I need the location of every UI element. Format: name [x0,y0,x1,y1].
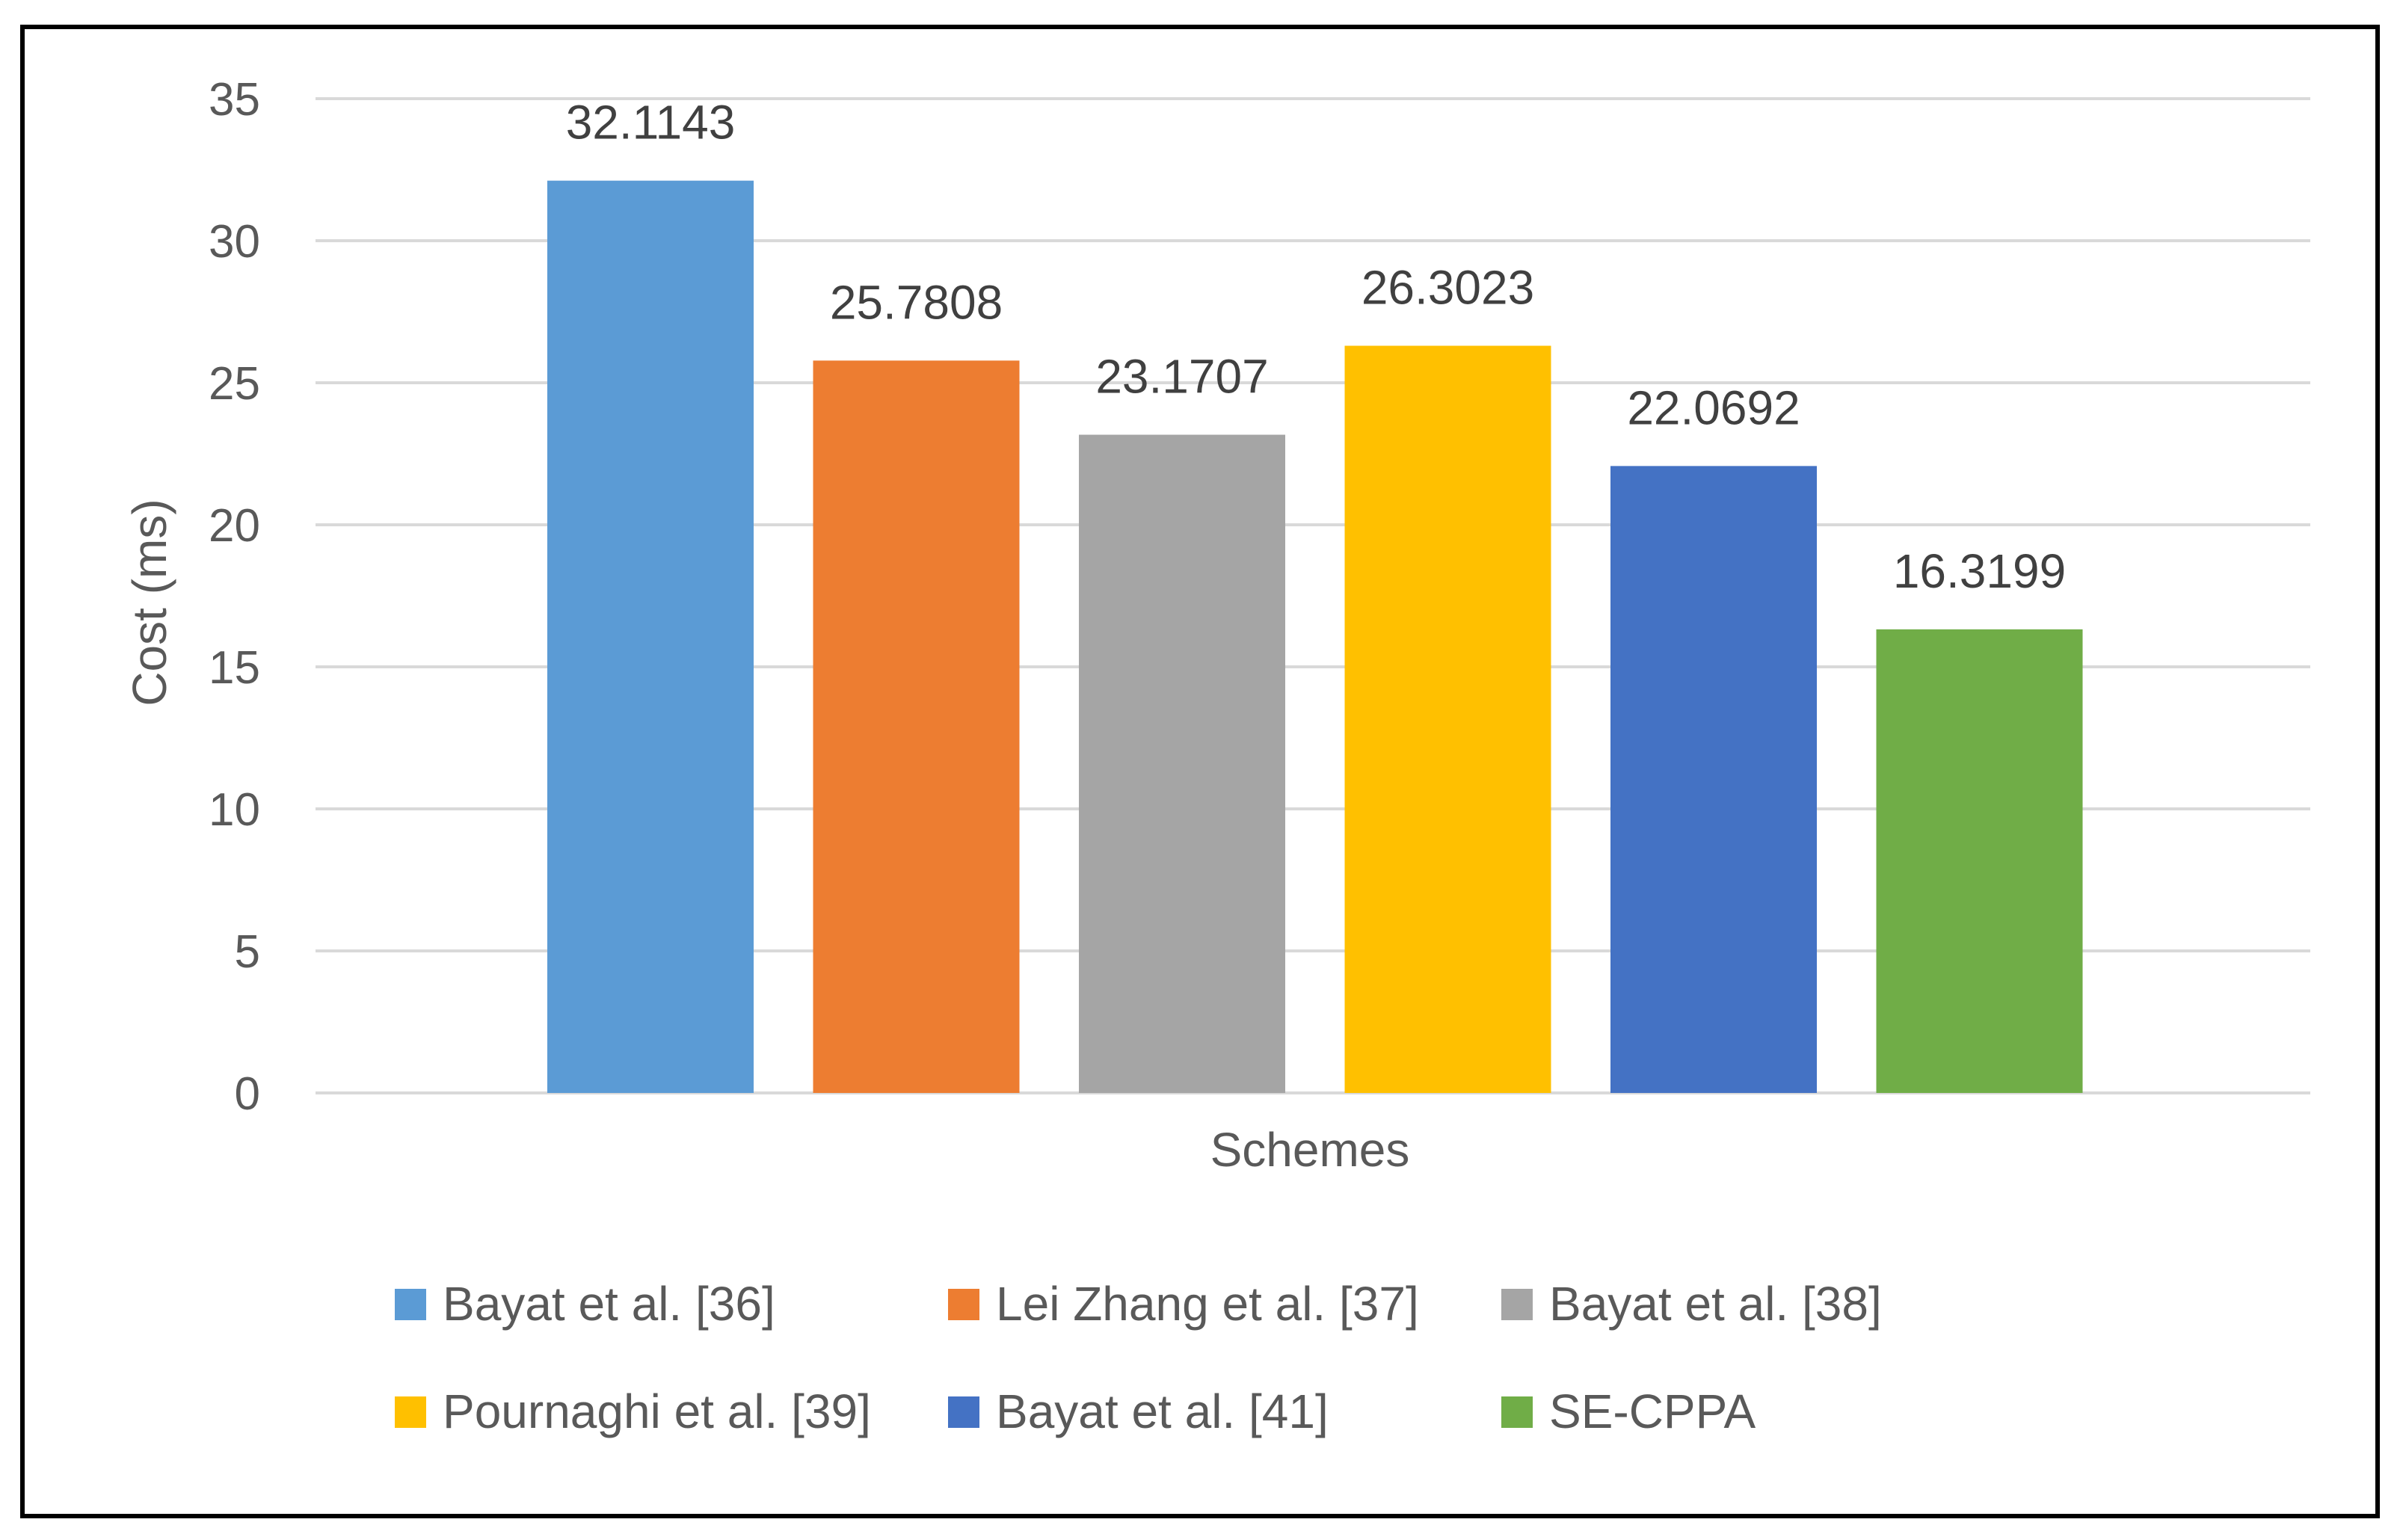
bar [1610,466,1817,1093]
y-tick-label: 10 [209,784,260,836]
legend-label: SE-CPPA [1549,1385,1756,1438]
legend-swatch [948,1396,979,1428]
data-labels: 32.1143 25.7808 23.1707 26.3023 22.0692 16.31… [566,96,2066,598]
bar [1079,434,1285,1093]
bars [547,180,2083,1094]
legend-label: Bayat et al. [41] [996,1385,1329,1438]
y-axis-title: Cost (ms) [123,499,176,706]
data-label: 16.3199 [1893,544,2066,598]
legend: Bayat et al. [36] Lei Zhang et al. [37] Ba… [395,1277,1882,1438]
bar [547,180,754,1093]
legend-label: Lei Zhang et al. [37] [996,1277,1419,1331]
bar [1876,629,2083,1093]
legend-label: Pournaghi et al. [39] [443,1385,871,1438]
y-tick-label: 35 [209,74,260,126]
data-label: 25.7808 [830,275,1003,329]
data-label: 22.0692 [1627,381,1800,434]
y-tick-label: 30 [209,216,260,268]
bar [1344,345,1551,1094]
bar [813,360,1020,1093]
legend-label: Bayat et al. [38] [1549,1277,1882,1331]
legend-swatch [395,1289,426,1320]
y-tick-label: 25 [209,358,260,410]
legend-swatch [948,1289,979,1320]
data-label: 32.1143 [566,96,736,150]
data-label: 23.1707 [1095,350,1268,404]
legend-swatch [1501,1289,1533,1320]
legend-label: Bayat et al. [36] [443,1277,775,1331]
y-tick-label: 5 [235,926,260,978]
legend-swatch [395,1396,426,1428]
x-axis-title: Schemes [1210,1123,1410,1177]
legend-swatch [1501,1396,1533,1428]
y-tick-label: 0 [235,1068,260,1120]
y-axis-ticks: 0 5 10 15 20 25 30 35 [209,74,260,1120]
y-tick-label: 20 [209,500,260,552]
y-tick-label: 15 [209,642,260,694]
data-label: 26.3023 [1362,261,1534,315]
